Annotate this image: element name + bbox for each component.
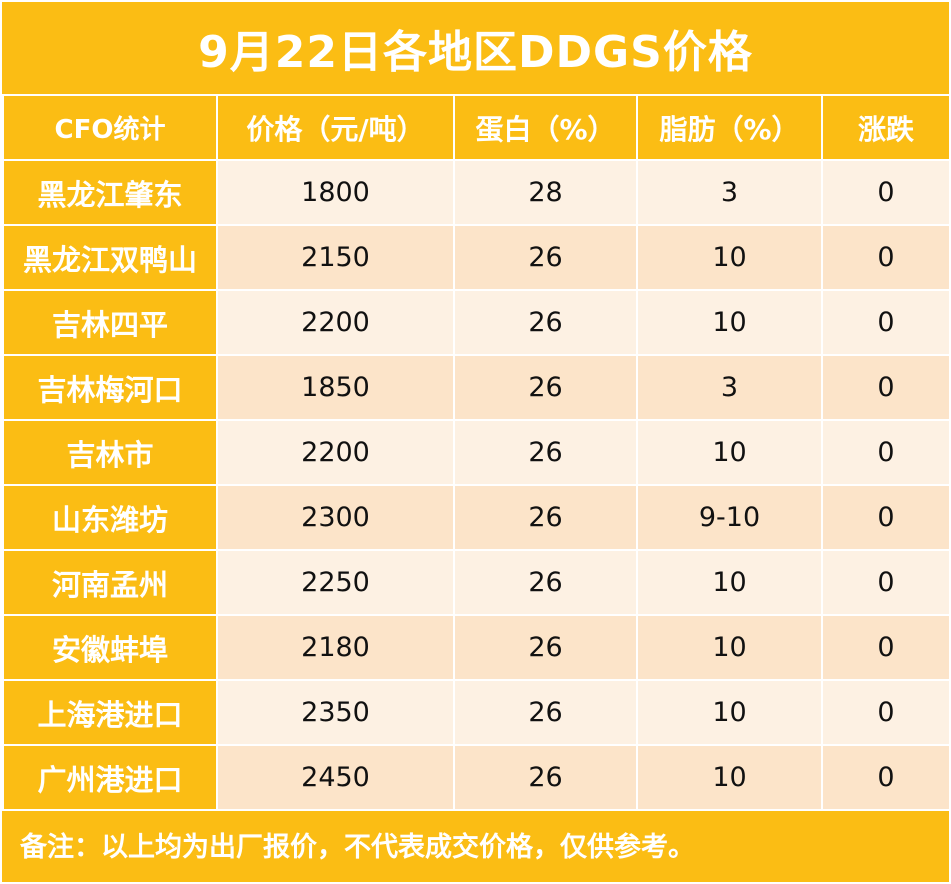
price-cell: 2200 xyxy=(216,419,455,486)
table-row: 广州港进口 2450 26 10 0 xyxy=(2,744,951,811)
price-cell: 1850 xyxy=(216,354,455,421)
change-cell: 0 xyxy=(821,614,951,681)
protein-cell: 26 xyxy=(453,549,638,616)
change-cell: 0 xyxy=(821,679,951,746)
change-cell: 0 xyxy=(821,484,951,551)
fat-cell: 10 xyxy=(636,549,823,616)
fat-cell: 3 xyxy=(636,159,823,226)
fat-cell: 10 xyxy=(636,614,823,681)
protein-cell: 26 xyxy=(453,224,638,291)
region-cell: 上海港进口 xyxy=(2,679,218,746)
region-cell: 吉林四平 xyxy=(2,289,218,356)
region-cell: 山东潍坊 xyxy=(2,484,218,551)
change-cell: 0 xyxy=(821,354,951,421)
fat-cell: 3 xyxy=(636,354,823,421)
table-row: 安徽蚌埠 2180 26 10 0 xyxy=(2,614,951,681)
price-cell: 2200 xyxy=(216,289,455,356)
change-cell: 0 xyxy=(821,419,951,486)
header-change: 涨跌 xyxy=(821,94,951,161)
table-row: 黑龙江双鸭山 2150 26 10 0 xyxy=(2,224,951,291)
region-cell: 吉林市 xyxy=(2,419,218,486)
fat-cell: 10 xyxy=(636,679,823,746)
price-cell: 2250 xyxy=(216,549,455,616)
price-cell: 2350 xyxy=(216,679,455,746)
region-cell: 黑龙江双鸭山 xyxy=(2,224,218,291)
fat-cell: 10 xyxy=(636,224,823,291)
table-row: 黑龙江肇东 1800 28 3 0 xyxy=(2,159,951,226)
change-cell: 0 xyxy=(821,744,951,811)
table-row: 吉林四平 2200 26 10 0 xyxy=(2,289,951,356)
table-title: 9月22日各地区DDGS价格 xyxy=(198,27,753,78)
price-cell: 2450 xyxy=(216,744,455,811)
price-cell: 2180 xyxy=(216,614,455,681)
fat-cell: 10 xyxy=(636,419,823,486)
header-price: 价格（元/吨） xyxy=(216,94,455,161)
table-row: 山东潍坊 2300 26 9-10 0 xyxy=(2,484,951,551)
protein-cell: 26 xyxy=(453,744,638,811)
ddgs-price-table: CFO统计 价格（元/吨） 蛋白（%） 脂肪（%） 涨跌 黑龙江肇东 1800 … xyxy=(2,94,951,811)
table-row: 吉林市 2200 26 10 0 xyxy=(2,419,951,486)
price-cell: 1800 xyxy=(216,159,455,226)
change-cell: 0 xyxy=(821,159,951,226)
protein-cell: 26 xyxy=(453,354,638,421)
region-cell: 广州港进口 xyxy=(2,744,218,811)
protein-cell: 28 xyxy=(453,159,638,226)
table-row: 上海港进口 2350 26 10 0 xyxy=(2,679,951,746)
price-cell: 2300 xyxy=(216,484,455,551)
header-fat: 脂肪（%） xyxy=(636,94,823,161)
header-protein: 蛋白（%） xyxy=(453,94,638,161)
price-cell: 2150 xyxy=(216,224,455,291)
change-cell: 0 xyxy=(821,549,951,616)
protein-cell: 26 xyxy=(453,419,638,486)
fat-cell: 10 xyxy=(636,744,823,811)
region-cell: 安徽蚌埠 xyxy=(2,614,218,681)
region-cell: 黑龙江肇东 xyxy=(2,159,218,226)
change-cell: 0 xyxy=(821,289,951,356)
table-row: 河南孟州 2250 26 10 0 xyxy=(2,549,951,616)
protein-cell: 26 xyxy=(453,484,638,551)
header-cfo-stat: CFO统计 xyxy=(2,94,218,161)
footnote: 备注：以上均为出厂报价，不代表成交价格，仅供参考。 xyxy=(20,832,695,863)
protein-cell: 26 xyxy=(453,289,638,356)
protein-cell: 26 xyxy=(453,679,638,746)
fat-cell: 9-10 xyxy=(636,484,823,551)
table-header-row: CFO统计 价格（元/吨） 蛋白（%） 脂肪（%） 涨跌 xyxy=(2,94,951,161)
change-cell: 0 xyxy=(821,224,951,291)
protein-cell: 26 xyxy=(453,614,638,681)
table-row: 吉林梅河口 1850 26 3 0 xyxy=(2,354,951,421)
fat-cell: 10 xyxy=(636,289,823,356)
region-cell: 河南孟州 xyxy=(2,549,218,616)
region-cell: 吉林梅河口 xyxy=(2,354,218,421)
